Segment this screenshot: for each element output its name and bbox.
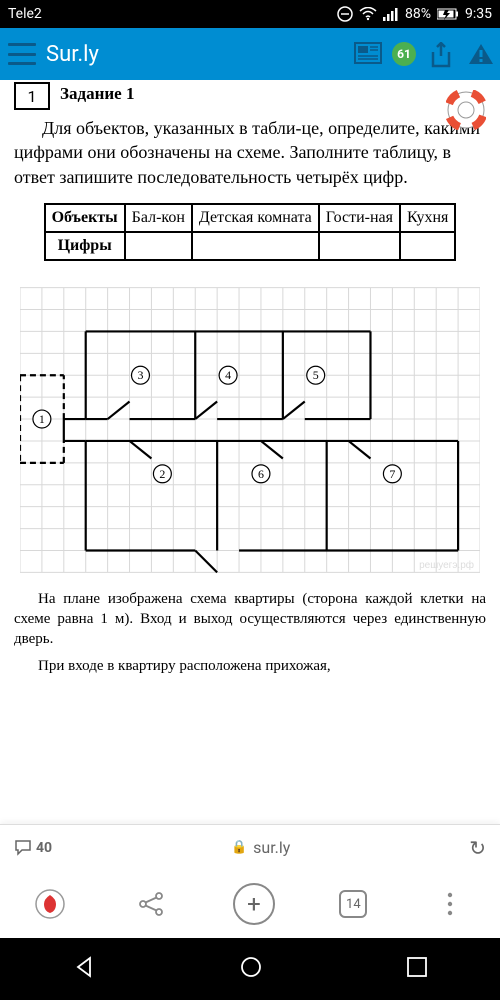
table-col: Бал-кон	[125, 204, 192, 232]
recent-button[interactable]	[406, 956, 428, 982]
yandex-button[interactable]	[32, 886, 68, 922]
table-cell	[319, 232, 400, 260]
table-cell	[400, 232, 455, 260]
task-number-box: 1	[14, 82, 50, 110]
news-icon[interactable]	[354, 42, 378, 66]
reload-button[interactable]: ↻	[469, 836, 486, 860]
menu-button[interactable]	[8, 43, 36, 65]
svg-text:7: 7	[389, 467, 395, 481]
svg-text:5: 5	[313, 368, 319, 382]
description-2: При входе в квартиру расположена прихожа…	[14, 656, 486, 676]
app-header: Sur.ly 61	[0, 28, 500, 80]
battery-label: 88%	[405, 6, 431, 22]
table-header: Объек­ты	[45, 204, 125, 232]
url-display[interactable]: 🔒 sur.ly	[62, 838, 459, 857]
table-cell	[125, 232, 192, 260]
task-text: Для объектов, указанных в табли-це, опре…	[14, 116, 486, 189]
app-title: Sur.ly	[46, 42, 344, 67]
content-area: 1 Задание 1 Для объектов, указанных в та…	[0, 80, 500, 810]
notification-badge[interactable]: 61	[392, 42, 416, 66]
lock-icon: 🔒	[231, 840, 247, 855]
comment-count: 40	[36, 840, 52, 856]
share-button[interactable]	[133, 886, 169, 922]
url-text: sur.ly	[253, 838, 290, 857]
table-col: Гости-ная	[319, 204, 400, 232]
svg-text:1: 1	[39, 412, 45, 426]
table-col: Кухня	[400, 204, 455, 232]
back-button[interactable]	[72, 955, 96, 983]
floor-plan: 1 2 3 4 5 6 7 решуегэ.рф	[20, 285, 480, 575]
description-1: На плане изображена схема квартиры (стор…	[14, 589, 486, 650]
table-row2: Цифры	[45, 232, 125, 260]
tabs-button[interactable]: 14	[339, 890, 367, 918]
svg-text:3: 3	[137, 368, 143, 382]
table-cell	[192, 232, 319, 260]
wifi-icon	[359, 7, 377, 21]
objects-table: Объек­ты Бал-кон Детская комната Гости-н…	[44, 203, 457, 261]
system-nav-bar	[0, 938, 500, 1000]
home-button[interactable]	[239, 955, 263, 983]
browser-bar: 40 🔒 sur.ly ↻	[0, 824, 500, 870]
table-col: Детская комната	[192, 204, 319, 232]
browser-toolbar: + 14	[0, 870, 500, 938]
svg-text:6: 6	[258, 467, 264, 481]
share-icon[interactable]	[430, 42, 454, 66]
watermark: решуегэ.рф	[419, 560, 474, 571]
minus-icon	[337, 6, 353, 22]
svg-text:4: 4	[225, 368, 231, 382]
svg-text:2: 2	[159, 467, 165, 481]
warning-icon[interactable]	[468, 42, 492, 66]
help-icon[interactable]	[446, 90, 486, 130]
task-title: Задание 1	[60, 84, 134, 110]
signal-icon	[383, 7, 399, 21]
more-button[interactable]	[432, 886, 468, 922]
new-tab-button[interactable]: +	[233, 883, 275, 925]
comments-button[interactable]: 40	[14, 840, 52, 856]
status-bar: Tele2 88% 9:35	[0, 0, 500, 28]
carrier-label: Tele2	[8, 6, 337, 22]
time-label: 9:35	[465, 6, 492, 22]
battery-icon	[437, 8, 459, 20]
